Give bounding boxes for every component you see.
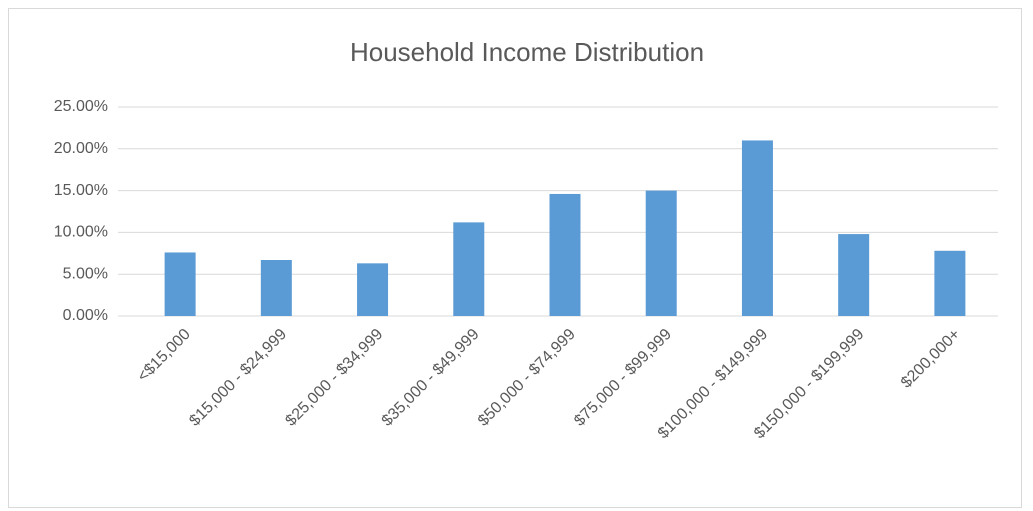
bar <box>838 234 870 316</box>
bar <box>357 263 389 316</box>
bar <box>260 259 292 316</box>
y-tick-label: 10.00% <box>54 224 108 241</box>
chart-border <box>8 8 1022 508</box>
y-tick-label: 25.00% <box>54 98 108 115</box>
y-tick-label: 15.00% <box>54 182 108 199</box>
bar <box>741 140 773 316</box>
bar <box>934 250 966 316</box>
bar <box>645 190 677 316</box>
y-tick-label: 5.00% <box>63 265 108 282</box>
bar <box>453 222 485 316</box>
y-tick-label: 0.00% <box>63 307 108 324</box>
bar <box>164 252 196 316</box>
bar <box>549 193 581 316</box>
y-tick-label: 20.00% <box>54 140 108 157</box>
chart-title: Household Income Distribution <box>350 37 704 67</box>
